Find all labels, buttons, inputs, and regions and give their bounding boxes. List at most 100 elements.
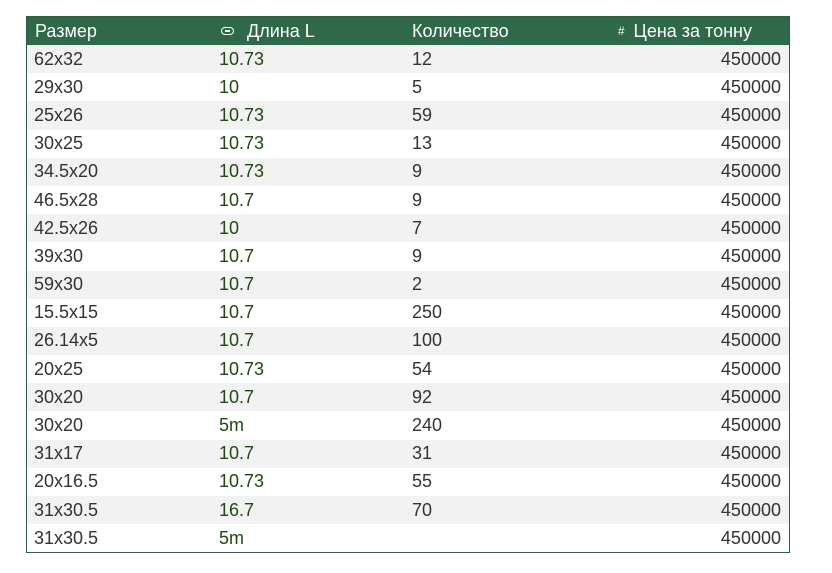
cell-price: 450000: [720, 76, 781, 97]
cell-quantity: 9: [412, 245, 423, 266]
cell-price: 450000: [720, 386, 781, 407]
header-price-label: Цена за тонну: [633, 20, 752, 41]
cell-quantity: 54: [412, 358, 433, 379]
table-row[interactable]: 29x30 10 5 450000: [27, 73, 789, 102]
cell-quantity: 13: [412, 133, 433, 154]
cell-quantity: 250: [412, 302, 443, 323]
cell-length: 16.7: [219, 499, 255, 520]
cell-price: 450000: [720, 302, 781, 323]
table-row[interactable]: 20x16.5 10.73 55 450000: [27, 467, 789, 496]
cell-size: 15.5x15: [34, 302, 99, 323]
cell-price: 450000: [720, 471, 781, 492]
cell-price: 450000: [720, 245, 781, 266]
cell-price: 450000: [720, 415, 781, 436]
cell-quantity: 9: [412, 189, 423, 210]
table-header: Размер Длина L Количество # Цена за тонн…: [27, 17, 789, 45]
cell-price: 450000: [720, 133, 781, 154]
cell-size: 62x32: [34, 48, 84, 69]
cell-length: 10: [219, 76, 240, 97]
cell-size: 25x26: [34, 104, 84, 125]
cell-length: 5m: [219, 527, 245, 548]
cell-quantity: 55: [412, 471, 433, 492]
header-length-label: Длина L: [247, 20, 315, 41]
table-row[interactable]: 46.5x28 10.7 9 450000: [27, 185, 789, 215]
cell-length: 10.7: [219, 189, 255, 210]
table-row[interactable]: 26.14x5 10.7 100 450000: [27, 326, 789, 356]
table-row[interactable]: 62x32 10.73 12 450000: [27, 45, 789, 74]
cell-length: 10: [219, 217, 240, 238]
cell-size: 59x30: [34, 274, 84, 295]
table-row[interactable]: 42.5x26 10 7 450000: [27, 214, 789, 243]
cell-size: 30x20: [34, 415, 84, 436]
table-row[interactable]: 30x20 5m 240 450000: [27, 411, 789, 440]
cell-length: 10.73: [219, 104, 265, 125]
header-length[interactable]: Длина L: [213, 21, 406, 42]
cell-length: 10.7: [219, 443, 255, 464]
cell-length: 10.73: [219, 358, 265, 379]
cell-quantity: 70: [412, 499, 433, 520]
table-row[interactable]: 31x17 10.7 31 450000: [27, 439, 789, 468]
cell-size: 34.5x20: [34, 161, 99, 182]
table-row[interactable]: 39x30 10.7 9 450000: [27, 242, 789, 271]
table-row[interactable]: 25x26 10.73 59 450000: [27, 101, 789, 130]
cell-quantity: 9: [412, 161, 423, 182]
cell-quantity: 31: [412, 443, 433, 464]
cell-length: 10.7: [219, 245, 255, 266]
header-price[interactable]: # Цена за тонну: [596, 21, 789, 42]
cell-length: 10.73: [219, 133, 265, 154]
table-row[interactable]: 31x30.5 16.7 70 450000: [27, 496, 789, 525]
cell-size: 29x30: [34, 76, 84, 97]
cell-length: 10.73: [219, 48, 265, 69]
cell-length: 10.73: [219, 161, 265, 182]
cell-size: 20x25: [34, 358, 84, 379]
table-row[interactable]: 31x30.5 5m 450000: [27, 524, 789, 553]
cell-length: 10.7: [219, 330, 255, 351]
table-row[interactable]: 34.5x20 10.73 9 450000: [27, 157, 789, 186]
table-row[interactable]: 20x25 10.73 54 450000: [27, 355, 789, 384]
cell-size: 30x20: [34, 386, 84, 407]
cell-price: 450000: [720, 161, 781, 182]
cell-size: 46.5x28: [34, 189, 99, 210]
table-body: 62x32 10.73 12 450000 29x30 10 5 450000 25x26 10.…: [27, 45, 789, 553]
cell-price: 450000: [720, 104, 781, 125]
link-icon: [221, 27, 234, 35]
cell-quantity: 100: [412, 330, 443, 351]
cell-size: 26.14x5: [34, 330, 99, 351]
header-size[interactable]: Размер: [35, 20, 97, 41]
cell-size: 42.5x26: [34, 217, 99, 238]
cell-quantity: 7: [412, 217, 423, 238]
price-table: Размер Длина L Количество # Цена за тонн…: [26, 16, 790, 554]
table-row[interactable]: 59x30 10.7 2 450000: [27, 270, 789, 299]
cell-price: 450000: [720, 189, 781, 210]
table-row[interactable]: 30x25 10.73 13 450000: [27, 129, 789, 158]
cell-size: 31x30.5: [34, 499, 99, 520]
cell-length: 10.73: [219, 471, 265, 492]
cell-price: 450000: [720, 443, 781, 464]
cell-length: 10.7: [219, 386, 255, 407]
cell-quantity: 12: [412, 48, 433, 69]
table-row[interactable]: 15.5x15 10.7 250 450000: [27, 298, 789, 327]
cell-quantity: 2: [412, 274, 423, 295]
header-quantity[interactable]: Количество: [412, 20, 509, 41]
cell-size: 20x16.5: [34, 471, 99, 492]
cell-quantity: 92: [412, 386, 433, 407]
cell-quantity: 5: [412, 76, 423, 97]
cell-quantity: 59: [412, 104, 433, 125]
cell-price: 450000: [720, 330, 781, 351]
cell-price: 450000: [720, 499, 781, 520]
cell-size: 31x30.5: [34, 527, 99, 548]
cell-quantity: 240: [412, 415, 443, 436]
table-row[interactable]: 30x20 10.7 92 450000: [27, 383, 789, 412]
cell-price: 450000: [720, 527, 781, 548]
cell-price: 450000: [720, 48, 781, 69]
cell-price: 450000: [720, 358, 781, 379]
hash-icon: #: [617, 24, 625, 38]
cell-size: 30x25: [34, 133, 84, 154]
cell-size: 39x30: [34, 245, 84, 266]
cell-price: 450000: [720, 217, 781, 238]
cell-length: 10.7: [219, 302, 255, 323]
cell-length: 10.7: [219, 274, 255, 295]
cell-size: 31x17: [34, 443, 84, 464]
cell-length: 5m: [219, 415, 245, 436]
cell-price: 450000: [720, 274, 781, 295]
